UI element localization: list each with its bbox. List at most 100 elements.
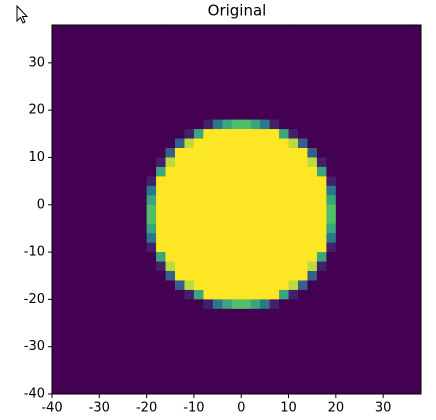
heatmap-cell (203, 185, 214, 196)
heatmap-cell (250, 25, 261, 35)
heatmap-cell (108, 148, 119, 158)
heatmap-cell (52, 327, 62, 338)
heatmap-cell (193, 261, 204, 272)
heatmap-cell (307, 223, 318, 234)
heatmap-cell (127, 129, 138, 139)
heatmap-cell (402, 176, 412, 187)
heatmap-cells (52, 25, 422, 395)
heatmap-cell (222, 214, 233, 225)
heatmap-cell (288, 214, 299, 225)
heatmap-cell (269, 318, 280, 329)
heatmap-cell (127, 233, 138, 244)
heatmap-cell (392, 34, 403, 45)
heatmap-cell (402, 204, 412, 215)
heatmap-cell (364, 289, 375, 300)
heatmap-cell (118, 195, 129, 206)
heatmap-cell (307, 25, 318, 35)
heatmap-cell (175, 356, 185, 367)
heatmap-cell (146, 25, 157, 35)
heatmap-cell (241, 138, 252, 149)
heatmap-cell (156, 34, 166, 45)
heatmap-cell (411, 223, 422, 234)
heatmap-cell (260, 53, 271, 64)
heatmap-cell (193, 166, 204, 177)
heatmap-cell (411, 214, 422, 225)
heatmap-cell (89, 233, 100, 244)
heatmap-cell (383, 148, 394, 158)
heatmap-cell (193, 327, 204, 338)
heatmap-cell (184, 299, 195, 310)
heatmap-cell (99, 176, 110, 187)
heatmap-cell (326, 271, 337, 281)
heatmap-cell (288, 271, 299, 281)
heatmap-cell (70, 261, 81, 272)
heatmap-cell (146, 62, 157, 73)
heatmap-cell (108, 280, 119, 291)
heatmap-cell (307, 280, 318, 291)
heatmap-cell (402, 337, 412, 348)
heatmap-cell (156, 25, 166, 35)
heatmap-cell (354, 233, 365, 244)
heatmap-cell (354, 375, 365, 385)
heatmap-cell (99, 204, 110, 215)
heatmap-cell (52, 53, 62, 64)
heatmap-cell (307, 157, 318, 168)
heatmap-cell (99, 289, 110, 300)
heatmap-cell (383, 261, 394, 272)
heatmap-cell (99, 100, 110, 111)
heatmap-cell (156, 242, 166, 253)
heatmap-cell (175, 166, 185, 177)
heatmap-cell (279, 195, 289, 206)
heatmap-cell (345, 289, 356, 300)
heatmap-cell (118, 299, 129, 310)
heatmap-cell (250, 289, 261, 300)
heatmap-cell (373, 34, 384, 45)
heatmap-cell (383, 100, 394, 111)
heatmap-cell (137, 375, 148, 385)
heatmap-cell (146, 261, 157, 272)
heatmap-cell (345, 356, 356, 367)
heatmap-cell (288, 81, 299, 92)
heatmap-cell (364, 157, 375, 168)
heatmap-cell (222, 280, 233, 291)
heatmap-cell (184, 166, 195, 177)
heatmap-cell (307, 252, 318, 262)
heatmap-cell (175, 62, 185, 73)
heatmap-cell (279, 375, 289, 385)
heatmap-cell (61, 100, 72, 111)
heatmap-cell (402, 365, 412, 376)
heatmap-cell (288, 185, 299, 196)
heatmap-cell (212, 110, 223, 121)
heatmap-cell (99, 233, 110, 244)
heatmap-cell (80, 148, 91, 158)
heatmap-cell (402, 166, 412, 177)
heatmap-cell (402, 62, 412, 73)
heatmap-cell (89, 129, 100, 139)
heatmap-cell (80, 261, 91, 272)
heatmap-cell (354, 81, 365, 92)
heatmap-cell (203, 204, 214, 215)
heatmap-cell (411, 34, 422, 45)
heatmap-cell (354, 318, 365, 329)
heatmap-cell (260, 261, 271, 272)
heatmap-cell (89, 346, 100, 357)
heatmap-cell (99, 119, 110, 130)
heatmap-cell (146, 299, 157, 310)
heatmap-cell (137, 148, 148, 158)
heatmap-cell (241, 261, 252, 272)
heatmap-cell (70, 81, 81, 92)
heatmap-cell (80, 280, 91, 291)
heatmap-cell (269, 337, 280, 348)
heatmap-cell (231, 148, 242, 158)
heatmap-cell (156, 308, 166, 319)
heatmap-cell (316, 185, 327, 196)
heatmap-cell (316, 157, 327, 168)
heatmap-cell (127, 242, 138, 253)
heatmap-cell (260, 195, 271, 206)
heatmap-cell (231, 43, 242, 54)
heatmap-cell (250, 119, 261, 130)
heatmap-cell (354, 25, 365, 35)
heatmap-cell (118, 271, 129, 281)
heatmap-cell (108, 233, 119, 244)
